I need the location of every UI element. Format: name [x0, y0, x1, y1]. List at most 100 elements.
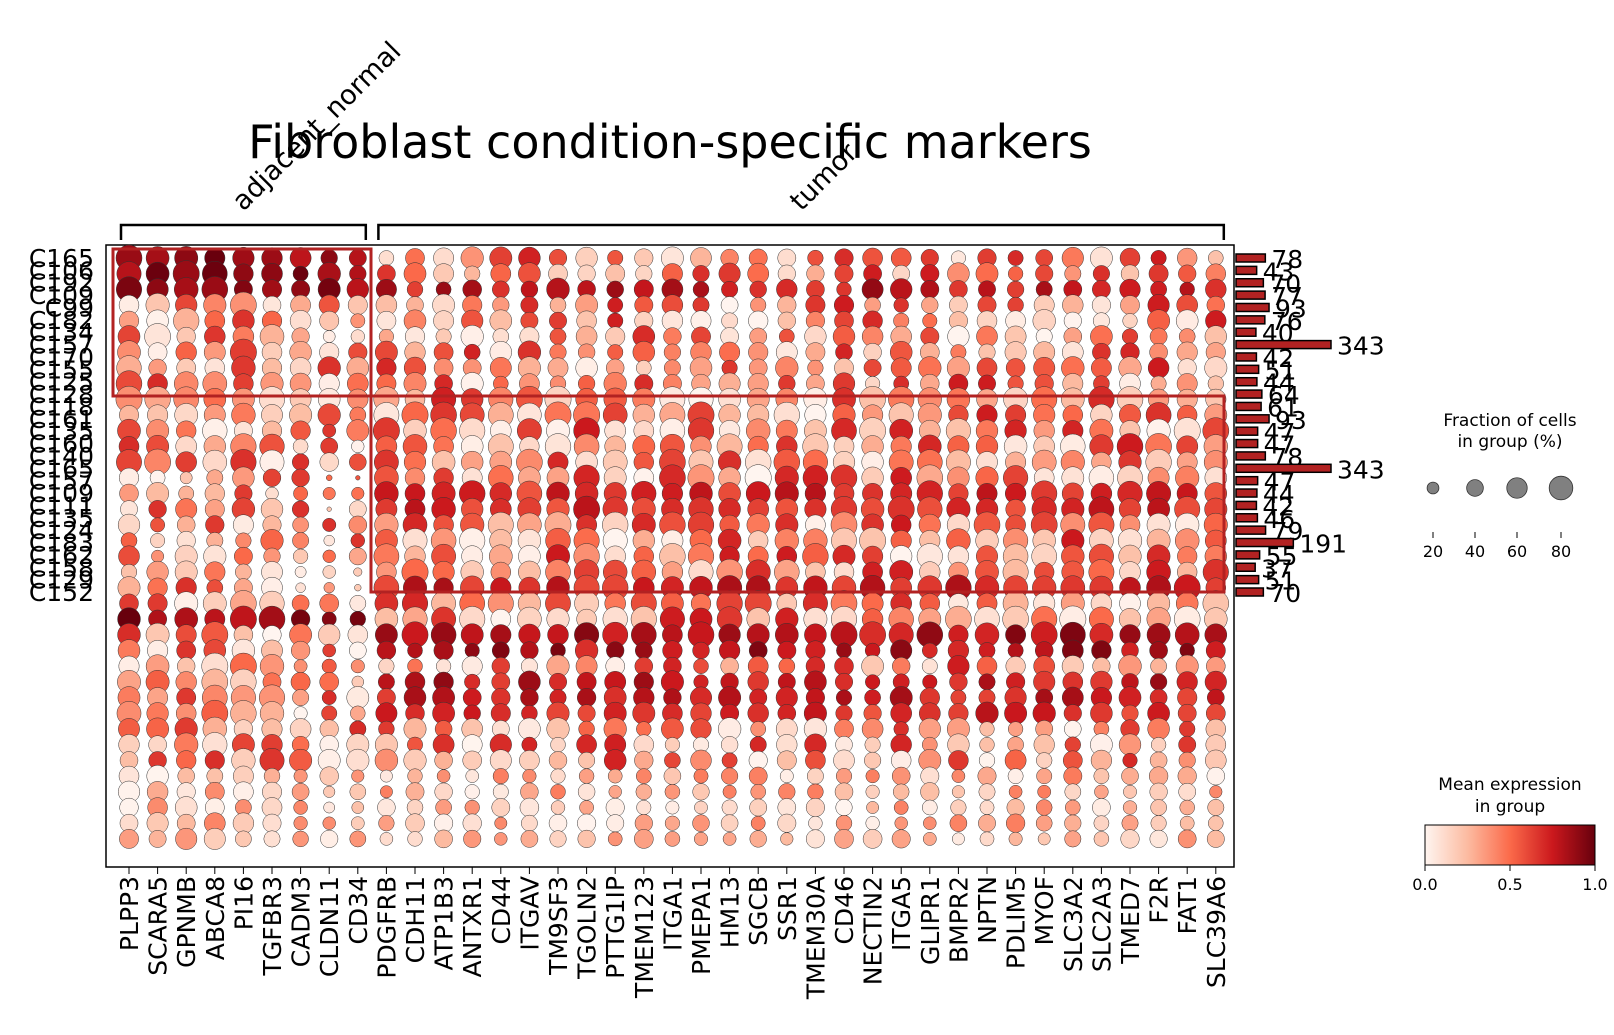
- expression-dot: [350, 659, 365, 674]
- gene-tick-label: CD34: [344, 876, 373, 945]
- expression-dot: [777, 311, 796, 330]
- expression-dot: [692, 814, 710, 832]
- expression-dot: [864, 736, 881, 753]
- expression-dot: [1150, 250, 1167, 266]
- size-legend-tick-label: 40: [1465, 542, 1485, 561]
- count-bar: [1235, 265, 1258, 276]
- expression-dot: [1035, 264, 1054, 283]
- expression-dot: [522, 769, 537, 784]
- expression-dot: [1033, 734, 1055, 756]
- expression-dot: [262, 468, 282, 487]
- expression-dot: [490, 703, 511, 724]
- expression-dot: [950, 799, 967, 816]
- expression-dot: [353, 567, 363, 577]
- expression-dot: [1122, 313, 1138, 329]
- expression-dot: [604, 749, 627, 772]
- expression-dot: [347, 388, 369, 410]
- expression-dot: [635, 641, 653, 660]
- size-legend-title-line1: Fraction of cells: [1443, 411, 1576, 431]
- expression-dot: [750, 784, 766, 800]
- expression-dot: [805, 829, 825, 849]
- gene-tick-label: MYOF: [1030, 876, 1059, 946]
- expression-dot: [607, 344, 624, 361]
- color-legend-title-line2: in group: [1475, 797, 1545, 817]
- expression-dot: [863, 359, 882, 377]
- expression-dot: [347, 295, 368, 316]
- expression-dot: [465, 769, 479, 783]
- expression-dot: [351, 486, 365, 501]
- expression-dot: [436, 658, 452, 674]
- expression-dot: [692, 281, 710, 298]
- expression-dot: [321, 705, 338, 722]
- expression-dot: [349, 830, 367, 848]
- expression-dot: [750, 297, 767, 314]
- expression-dot: [293, 800, 308, 815]
- row-label: C162: [29, 541, 94, 570]
- expression-dot: [464, 784, 480, 800]
- expression-dot: [722, 832, 737, 846]
- expression-dot: [1150, 815, 1167, 832]
- expression-dot: [349, 783, 367, 801]
- count-bar: [1235, 352, 1258, 362]
- expression-dot: [292, 516, 309, 534]
- plot-frame: [105, 244, 1235, 868]
- expression-dot: [346, 419, 370, 443]
- expression-dot: [1149, 641, 1168, 660]
- expression-dot: [291, 640, 311, 661]
- expression-dot: [1122, 800, 1138, 815]
- expression-dot: [378, 815, 395, 832]
- expression-dot: [720, 657, 739, 676]
- expression-dot: [319, 310, 340, 331]
- expression-dot: [721, 799, 738, 816]
- expression-dot: [293, 816, 308, 831]
- expression-dot: [1035, 249, 1053, 267]
- expression-dot: [1006, 798, 1025, 817]
- expression-dot: [948, 750, 969, 771]
- count-bar: [1235, 463, 1332, 474]
- expression-dot: [405, 782, 425, 802]
- expression-dot: [608, 785, 622, 799]
- expression-dot: [922, 799, 938, 816]
- expression-dot: [978, 814, 996, 833]
- expression-dot: [433, 310, 454, 332]
- expression-dot: [546, 717, 570, 741]
- expression-dot: [893, 297, 909, 313]
- expression-dot: [434, 751, 453, 770]
- expression-dot: [862, 829, 883, 849]
- expression-dot: [1005, 624, 1026, 646]
- expression-dot: [808, 816, 823, 831]
- count-bar: [1235, 488, 1258, 498]
- expression-dot: [232, 514, 254, 536]
- expression-dot: [549, 672, 567, 691]
- gene-tick-label: ITGAV: [515, 876, 544, 951]
- expression-dot: [319, 452, 339, 472]
- expression-dot: [547, 357, 569, 379]
- expression-dot: [1149, 327, 1168, 346]
- expression-dot: [148, 735, 167, 754]
- expression-dot: [292, 453, 310, 471]
- expression-dot: [920, 782, 940, 802]
- expression-dot: [494, 816, 508, 830]
- expression-dot: [951, 832, 965, 846]
- count-label: 70: [1269, 270, 1301, 299]
- count-label: 46: [1263, 505, 1295, 534]
- expression-dot: [663, 767, 682, 785]
- gene-tick-label: TM9SF3: [544, 876, 573, 976]
- expression-dot: [777, 248, 797, 268]
- expression-dot: [323, 534, 335, 547]
- expression-dot: [435, 328, 452, 345]
- row-label: C165: [29, 454, 94, 483]
- expression-dot: [1064, 265, 1082, 283]
- expression-dot: [605, 326, 626, 347]
- row-label: C165: [29, 244, 94, 273]
- row-label: C106: [29, 256, 94, 285]
- expression-dot: [550, 736, 566, 753]
- size-legend-dot: [1426, 481, 1440, 495]
- expression-dot: [1090, 702, 1113, 725]
- expression-dot: [950, 689, 967, 706]
- expression-dot: [463, 829, 482, 848]
- expression-dot: [1149, 782, 1168, 801]
- expression-dot: [322, 487, 336, 500]
- row-labels: C165C106C192C109C99C182C134C157C170C155C…: [29, 244, 94, 607]
- expression-dot: [1121, 704, 1139, 722]
